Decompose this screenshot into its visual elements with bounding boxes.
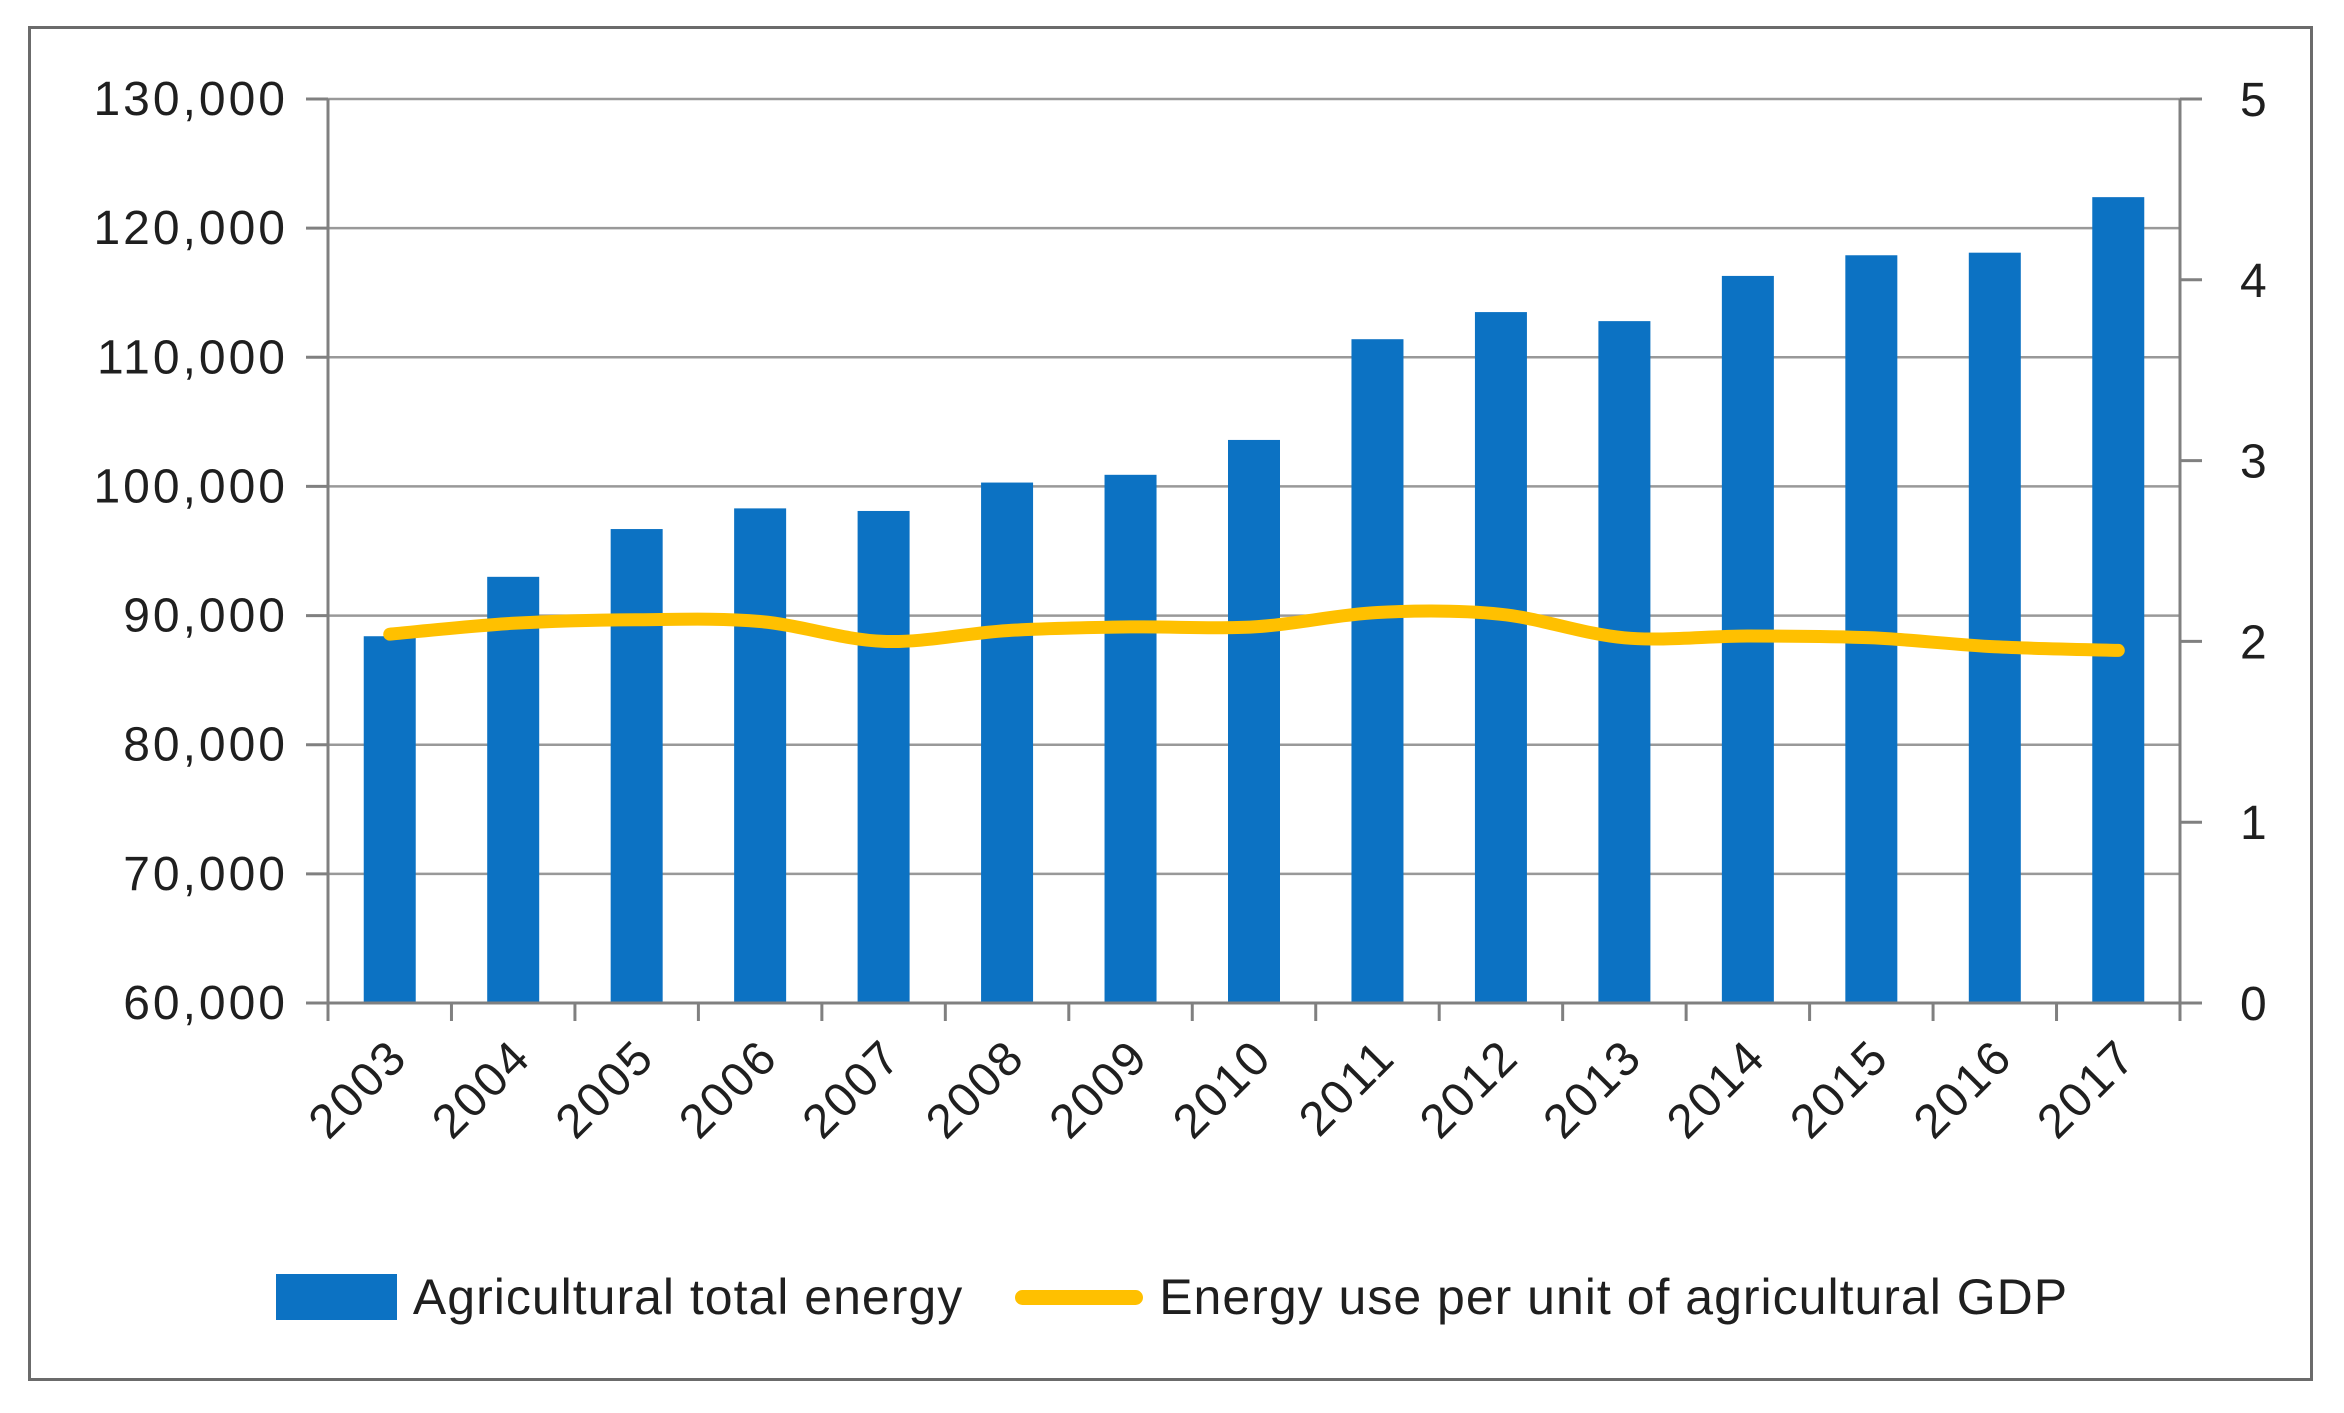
right-axis-label-0: 0 [2240, 978, 2267, 1031]
x-tick-label-2013: 2013 [1534, 1030, 1653, 1149]
bar-2009 [1104, 474, 1157, 1003]
x-tick-label-2004: 2004 [422, 1030, 541, 1149]
left-axis-label-100000: 100,000 [93, 460, 288, 513]
bar-2006 [734, 508, 787, 1003]
bar-2008 [981, 482, 1034, 1003]
left-axis-label-110000: 110,000 [97, 331, 288, 384]
line-energy-per-gdp [383, 604, 2125, 657]
left-axis-label-120000: 120,000 [93, 202, 288, 255]
x-tick-label-2011: 2011 [1289, 1030, 1405, 1146]
right-axis-label-4: 4 [2240, 255, 2267, 308]
bar-2017 [2092, 197, 2145, 1004]
bar-2007 [857, 510, 910, 1003]
x-tick-label-2007: 2007 [793, 1030, 912, 1149]
right-axis-label-1: 1 [2240, 797, 2267, 850]
x-tick-label-2012: 2012 [1410, 1030, 1529, 1149]
x-tick-label-2014: 2014 [1657, 1030, 1776, 1149]
left-axis-label-130000: 130,000 [93, 73, 288, 126]
x-tick-label-2006: 2006 [669, 1030, 788, 1149]
right-axis-label-3: 3 [2240, 436, 2267, 489]
x-tick-label-2008: 2008 [916, 1030, 1035, 1149]
left-axis-label-90000: 90,000 [123, 590, 288, 643]
bar-2010 [1228, 439, 1280, 1003]
bar-2016 [1968, 252, 2021, 1003]
x-tick-label-2017: 2017 [2027, 1030, 2146, 1149]
bar-2003 [363, 636, 416, 1003]
x-tick-label-2005: 2005 [546, 1030, 665, 1149]
left-axis-label-80000: 80,000 [123, 719, 288, 772]
bar-2012 [1474, 312, 1527, 1004]
bar-2011 [1351, 339, 1404, 1004]
bar-2005 [610, 529, 663, 1003]
x-tick-label-2010: 2010 [1163, 1030, 1282, 1149]
left-axis-label-60000: 60,000 [123, 977, 288, 1030]
x-tick-label-2015: 2015 [1780, 1030, 1899, 1149]
x-tick-label-2003: 2003 [299, 1030, 418, 1149]
x-tick-label-2016: 2016 [1904, 1030, 2023, 1149]
bar-2004 [487, 576, 540, 1003]
bar-2015 [1845, 255, 1898, 1003]
right-axis-label-5: 5 [2240, 74, 2267, 127]
left-axis-label-70000: 70,000 [123, 848, 288, 901]
bar-2013 [1598, 321, 1651, 1003]
x-tick-label-2009: 2009 [1040, 1030, 1159, 1149]
right-axis-label-2: 2 [2240, 616, 2267, 669]
